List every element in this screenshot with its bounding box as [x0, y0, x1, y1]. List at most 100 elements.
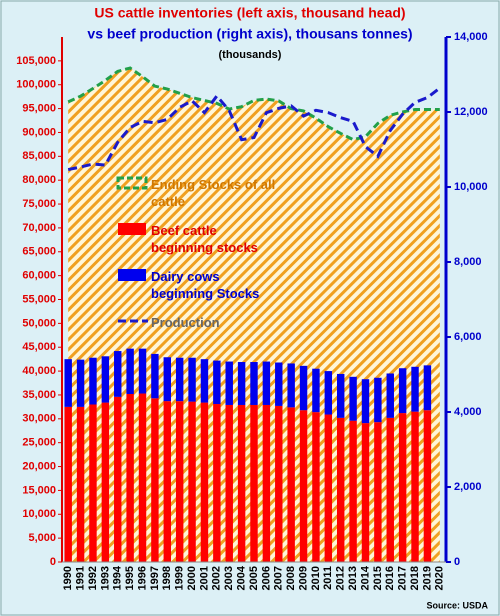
bar [349, 376, 357, 421]
x-tick-label: 2018 [409, 566, 421, 590]
bar [163, 401, 172, 562]
bar [225, 361, 233, 405]
bar [89, 357, 97, 405]
x-tick-label: 2019 [421, 566, 433, 590]
bar [114, 351, 122, 397]
bar [312, 412, 320, 562]
x-tick-label: 1997 [149, 566, 161, 590]
bar [89, 404, 97, 562]
bar [101, 402, 110, 562]
bar [275, 405, 283, 562]
x-tick-label: 2005 [248, 566, 260, 590]
legend-label: Dairy cows beginning Stocks [151, 269, 260, 301]
x-tick-label: 2015 [372, 566, 384, 590]
x-tick-label: 2003 [223, 566, 235, 590]
bar [175, 401, 184, 562]
bar [213, 360, 221, 405]
x-tick-label: 2011 [322, 566, 334, 590]
bar [213, 404, 221, 562]
bar [262, 404, 271, 562]
area-edge [67, 66, 440, 142]
bar [324, 371, 333, 415]
bar [138, 348, 147, 394]
bar [200, 359, 209, 403]
x-tick-label: 2006 [260, 566, 272, 590]
y-tick-label: 35,000 [22, 389, 56, 401]
x-tick-label: 1990 [62, 566, 74, 590]
y2-tick-label: 2,000 [454, 481, 482, 493]
y2-tick-label: 10,000 [454, 181, 488, 193]
x-tick-label: 2009 [297, 566, 309, 590]
bar [386, 373, 394, 418]
bar [398, 413, 407, 562]
y-tick-label: 15,000 [22, 484, 56, 496]
unit-note: (thousands) [219, 49, 282, 61]
bar [374, 377, 382, 423]
bar [275, 362, 283, 406]
bar [237, 362, 246, 405]
bar [361, 379, 370, 424]
x-tick-label: 1996 [136, 566, 148, 590]
bar [312, 368, 320, 413]
bar [151, 398, 159, 562]
bar [151, 353, 159, 399]
x-tick-label: 1999 [174, 566, 186, 590]
bar [76, 359, 85, 407]
legend-label: Ending Stocks of all cattle [151, 177, 276, 209]
legend-label: Beef cattle beginning stocks [151, 223, 258, 255]
bar [138, 393, 147, 562]
y2-tick-label: 6,000 [454, 331, 482, 343]
y-tick-label: 45,000 [22, 341, 56, 353]
y2-tick-label: 0 [454, 556, 460, 568]
y-tick-label: 0 [50, 556, 56, 568]
x-tick-label: 2007 [273, 566, 285, 590]
chart-subtitle: vs beef production (right axis), thousan… [87, 26, 412, 42]
y-tick-label: 55,000 [22, 293, 56, 305]
bar [114, 396, 122, 562]
y-tick-label: 65,000 [22, 246, 56, 258]
y-tick-label: 80,000 [22, 174, 56, 186]
y2-tick-label: 8,000 [454, 256, 482, 268]
y-tick-label: 25,000 [22, 437, 56, 449]
x-tick-label: 2016 [384, 566, 396, 590]
y-tick-label: 90,000 [22, 126, 56, 138]
legend-swatch [118, 223, 146, 235]
bar [126, 348, 134, 394]
bar [126, 394, 134, 562]
bar [200, 402, 209, 562]
y-tick-label: 95,000 [22, 102, 56, 114]
line [67, 86, 441, 172]
x-tick-label: 2010 [310, 566, 322, 590]
x-tick-label: 2000 [186, 566, 198, 590]
legend-swatch [116, 176, 148, 190]
x-tick-label: 2012 [335, 566, 347, 590]
x-tick-label: 1993 [99, 566, 111, 590]
bar [175, 357, 184, 402]
bar [423, 410, 432, 562]
bar [262, 361, 271, 405]
bar [287, 363, 295, 408]
legend-swatch [118, 269, 146, 281]
bar [361, 423, 370, 562]
bar [237, 404, 246, 562]
y-tick-label: 75,000 [22, 198, 56, 210]
bar [411, 366, 419, 412]
x-tick-label: 2004 [236, 565, 248, 590]
x-tick-label: 2013 [347, 566, 359, 590]
bar [423, 365, 432, 411]
bar [225, 404, 233, 562]
bar [299, 410, 308, 562]
y-tick-label: 40,000 [22, 365, 56, 377]
bar [101, 356, 110, 403]
bar [299, 365, 308, 411]
bar [76, 406, 85, 562]
x-tick-label: 2017 [397, 566, 409, 590]
x-tick-label: 2001 [198, 566, 210, 590]
x-tick-label: 1995 [124, 566, 136, 590]
bar [64, 406, 72, 562]
bar [188, 401, 196, 562]
y-tick-label: 60,000 [22, 270, 56, 282]
bar [386, 417, 394, 562]
